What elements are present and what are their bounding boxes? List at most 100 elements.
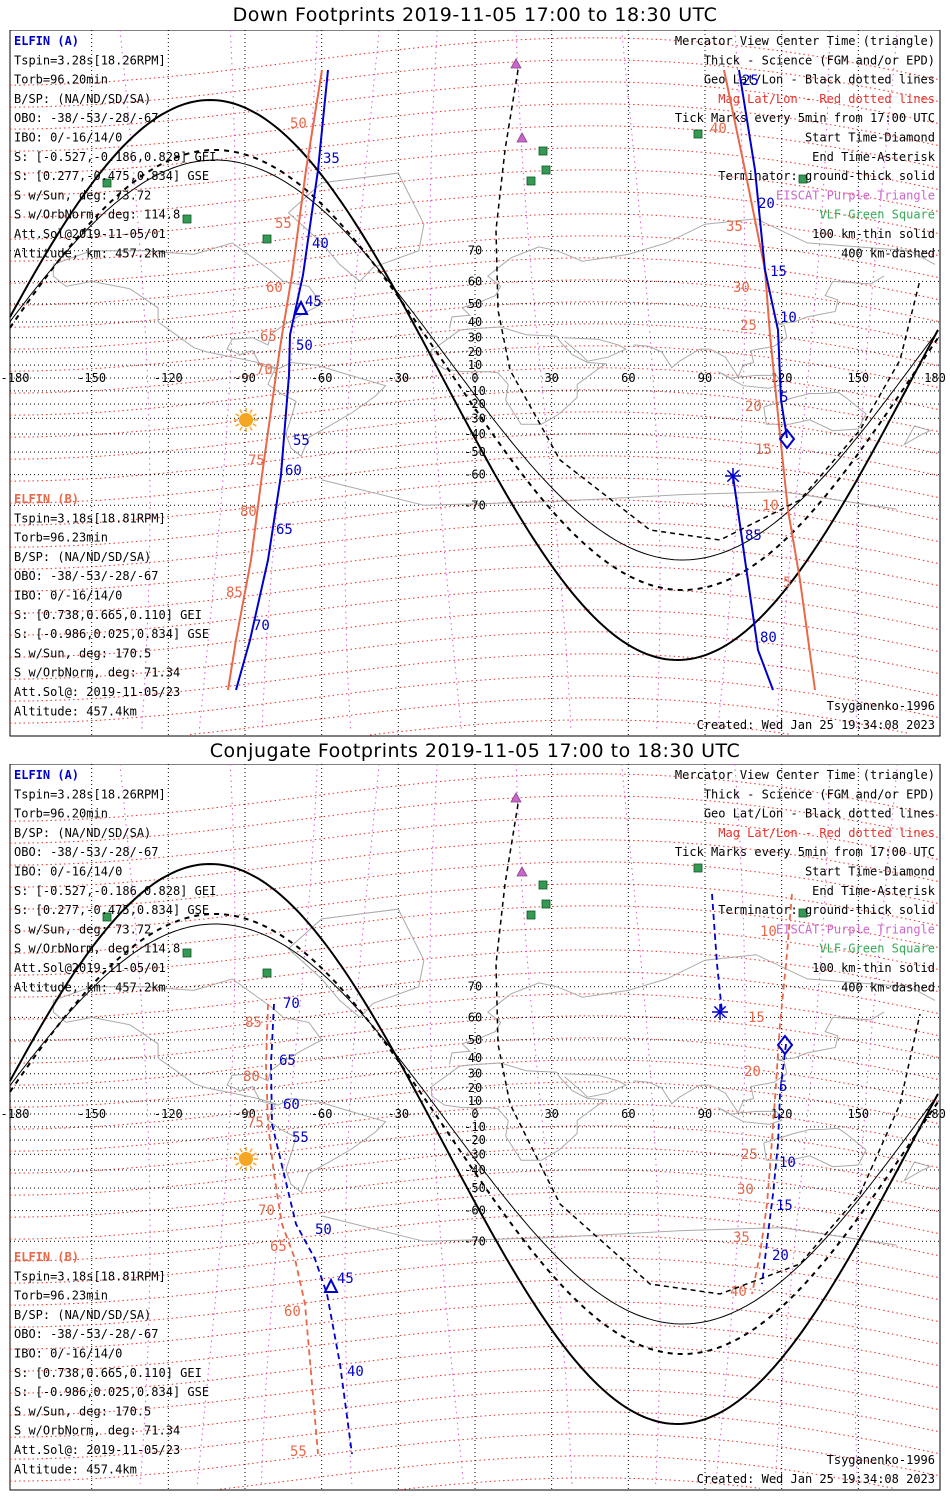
center-triangle [293, 299, 309, 315]
stations [102, 58, 808, 244]
lat-tick-label: 50 [468, 1033, 482, 1047]
track-a-mag-label: 35 [733, 1230, 750, 1246]
track-a-tick-label: 25 [742, 73, 759, 89]
legend-entry: VLF-Green Square [819, 942, 935, 956]
lon-tick-label: 90 [698, 371, 712, 385]
lat-tick-label: -70 [464, 1234, 486, 1248]
lon-tick-label: 180 [924, 1107, 946, 1121]
track-a-mag-label: 10 [760, 924, 777, 940]
track-b-mag-label: 70 [258, 1203, 275, 1219]
elfin-a-header: ELFIN (A) [14, 34, 79, 48]
track-b-mag-label: 75 [248, 453, 265, 469]
lat-tick-label: -70 [464, 498, 486, 512]
lat-tick-label: -10 [464, 384, 486, 398]
elfin-b-line: IBO: 0/-16/14/0 [14, 1347, 122, 1361]
coastline [448, 218, 936, 329]
lat-tick-label: 40 [468, 1051, 482, 1065]
vlf-square [538, 146, 548, 156]
elfin-b-track [270, 1003, 353, 1455]
sun-ray [235, 423, 240, 427]
legend-entry: Thick - Science (FGM and/or EPD) [704, 53, 935, 67]
mag-lat-line [399, 1477, 761, 1491]
elfin-a-line: Torb=96.20min [14, 807, 108, 821]
start-diamond [778, 428, 796, 450]
elfin-b-line: S w/Sun, deg: 170.5 [14, 646, 151, 660]
lon-tick-label: -60 [311, 1107, 333, 1121]
vlf-square [798, 174, 808, 184]
legend-entry: End Time-Asterisk [812, 884, 936, 898]
vlf-square [182, 948, 192, 958]
legend-entry: Mag Lat/Lon - Red dotted lines [718, 92, 935, 106]
lat-tick-label: -60 [464, 468, 486, 482]
lat-tick-label: -10 [464, 1120, 486, 1134]
sun-ray [235, 1152, 240, 1156]
elfin-b-line: Att.Sol@: 2019-11-05/23 [14, 1443, 180, 1457]
track-a-tick-label: 10 [779, 1155, 796, 1171]
lat-tick-label: -30 [464, 411, 486, 425]
lat-tick-label: 30 [468, 331, 482, 345]
elfin-b-line: Torb=96.23min [14, 531, 108, 545]
lon-tick-label: 150 [847, 1107, 869, 1121]
model-label: Tsyganenko-1996 [827, 1453, 935, 1467]
track-a-mag-label: 30 [733, 280, 750, 296]
conjugate-footprints-map: -180 -150 -120 -90 -60 -30 0 30 60 90 120 150 180 70 6… [1, 764, 946, 1491]
legend-entry: Thick - Science (FGM and/or EPD) [704, 787, 935, 801]
legend-entry: Geo Lat/Lon - Black dotted lines [704, 73, 935, 87]
eiscat-triangle [510, 58, 522, 69]
end-asterisk [726, 469, 740, 483]
sun-ray [249, 409, 253, 414]
start-diamond [776, 1034, 794, 1056]
track-b-mag-label: 70 [256, 362, 273, 378]
legend-entry: Start Time-Diamond [805, 131, 935, 145]
legend-entry: Tick Marks every 5min from 17:00 UTC [675, 111, 935, 125]
eiscat-triangle [516, 132, 528, 143]
elfin-a-line: S w/Sun, deg: 73.72 [14, 188, 151, 202]
sun-ray [239, 1165, 243, 1170]
track-b-mag-label: 60 [266, 280, 283, 296]
elfin-a-line: S w/OrbNorm, deg: 114.8 [14, 942, 180, 956]
lat-tick-label: -50 [464, 445, 486, 459]
lat-tick-label: -60 [464, 1204, 486, 1218]
mag-lon-line [198, 30, 236, 731]
orbit-ground-track [495, 69, 921, 541]
legend-entry: Terminator: ground-thick solid [718, 169, 935, 183]
lat-tick-label: 30 [468, 1067, 482, 1081]
elfin-a-line: Tspin=3.28s[18.26RPM] [14, 53, 166, 67]
track-b-tick-label: 60 [283, 1097, 300, 1113]
lon-tick-label: -30 [387, 371, 409, 385]
info-panel: ELFIN (A) Tspin=3.28s[18.26RPM] Torb=96.20… [14, 768, 935, 1486]
lat-tick-label: 40 [468, 315, 482, 329]
track-a-mag-label: 35 [726, 219, 743, 235]
lat-tick-label: 20 [468, 345, 482, 359]
elfin-a-mag-track [723, 69, 816, 691]
track-b-mag-label: 65 [260, 329, 277, 345]
legend-entry: Terminator: ground-thick solid [718, 903, 935, 917]
elfin-a-line: S w/Sun, deg: 73.72 [14, 922, 151, 936]
lon-tick-label: -60 [311, 371, 333, 385]
track-b-tick-label: 70 [253, 618, 270, 634]
track-b-mag-label: 50 [290, 116, 307, 132]
elfin-b-line: OBO: -38/-53/-28/-67 [14, 1327, 159, 1341]
track-a-tick-label: 15 [776, 1198, 793, 1214]
sun-ray [249, 1148, 253, 1153]
track-a-tick-label: 20 [772, 1248, 789, 1264]
sun-ray [252, 1152, 257, 1156]
vlf-square [538, 880, 548, 890]
panel-title: Down Footprints 2019-11-05 17:00 to 18:3… [232, 4, 718, 26]
coastline [52, 242, 387, 458]
legend-entry: 100 km-thin solid [812, 961, 935, 975]
track-a-mag-label: 40 [710, 121, 727, 137]
elfin-a-line: Att.Sol@2019-11-05/01 [14, 227, 166, 241]
end-asterisk [713, 1005, 727, 1019]
elfin-b-mag-track [227, 69, 323, 691]
sun-ray [239, 1148, 243, 1153]
lat-tick-label: 60 [468, 1010, 482, 1024]
track-b-mag-label: 85 [245, 1015, 262, 1031]
lon-tick-label: 150 [847, 371, 869, 385]
coastline [902, 1161, 932, 1182]
elfin-a-track [761, 1043, 787, 1285]
sun-ray [249, 1165, 253, 1170]
legend-entry: Tick Marks every 5min from 17:00 UTC [675, 845, 935, 859]
lat-tick-label: 50 [468, 297, 482, 311]
track-a-end-label: 80 [760, 630, 777, 646]
